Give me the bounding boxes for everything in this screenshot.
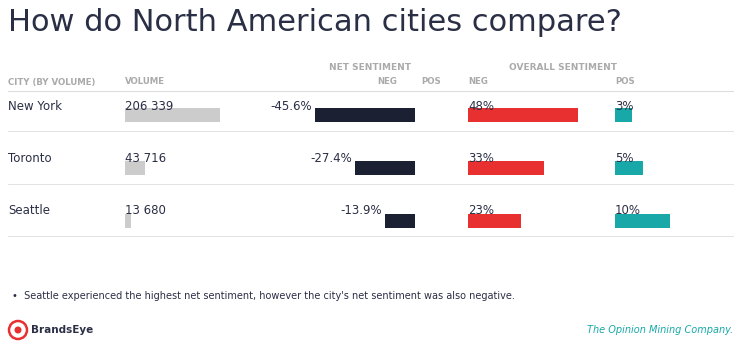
Text: CITY (BY VOLUME): CITY (BY VOLUME) <box>8 78 96 86</box>
Text: NET SENTIMENT: NET SENTIMENT <box>329 64 411 73</box>
Text: 3%: 3% <box>615 100 634 113</box>
Text: 206 339: 206 339 <box>125 100 173 113</box>
Bar <box>615 108 631 122</box>
Bar <box>315 108 415 122</box>
Text: -45.6%: -45.6% <box>270 100 312 113</box>
Bar <box>125 214 131 228</box>
Text: OVERALL SENTIMENT: OVERALL SENTIMENT <box>509 64 617 73</box>
Text: New York: New York <box>8 100 62 113</box>
Text: NEG: NEG <box>468 78 488 86</box>
Text: POS: POS <box>615 78 635 86</box>
Text: 10%: 10% <box>615 204 641 217</box>
Bar <box>468 161 544 175</box>
Text: Seattle: Seattle <box>8 204 50 217</box>
Bar <box>468 214 521 228</box>
Bar <box>615 214 670 228</box>
Bar <box>125 108 220 122</box>
Bar <box>355 161 415 175</box>
Text: -13.9%: -13.9% <box>340 204 382 217</box>
Text: -27.4%: -27.4% <box>310 152 352 165</box>
Bar <box>615 161 642 175</box>
Text: 33%: 33% <box>468 152 494 165</box>
Text: 13 680: 13 680 <box>125 204 166 217</box>
Bar <box>468 108 578 122</box>
Text: POS: POS <box>421 78 441 86</box>
Text: 5%: 5% <box>615 152 634 165</box>
Text: The Opinion Mining Company.: The Opinion Mining Company. <box>587 325 733 335</box>
Text: NEG: NEG <box>377 78 397 86</box>
Text: Toronto: Toronto <box>8 152 52 165</box>
Text: BrandsEye: BrandsEye <box>31 325 93 335</box>
Text: •  Seattle experienced the highest net sentiment, however the city's net sentime: • Seattle experienced the highest net se… <box>12 291 515 301</box>
Text: 48%: 48% <box>468 100 494 113</box>
Text: 23%: 23% <box>468 204 494 217</box>
Bar <box>385 214 415 228</box>
Bar <box>125 161 145 175</box>
Text: 43 716: 43 716 <box>125 152 166 165</box>
Text: How do North American cities compare?: How do North American cities compare? <box>8 8 622 37</box>
Circle shape <box>15 327 21 334</box>
Text: VOLUME: VOLUME <box>125 78 165 86</box>
